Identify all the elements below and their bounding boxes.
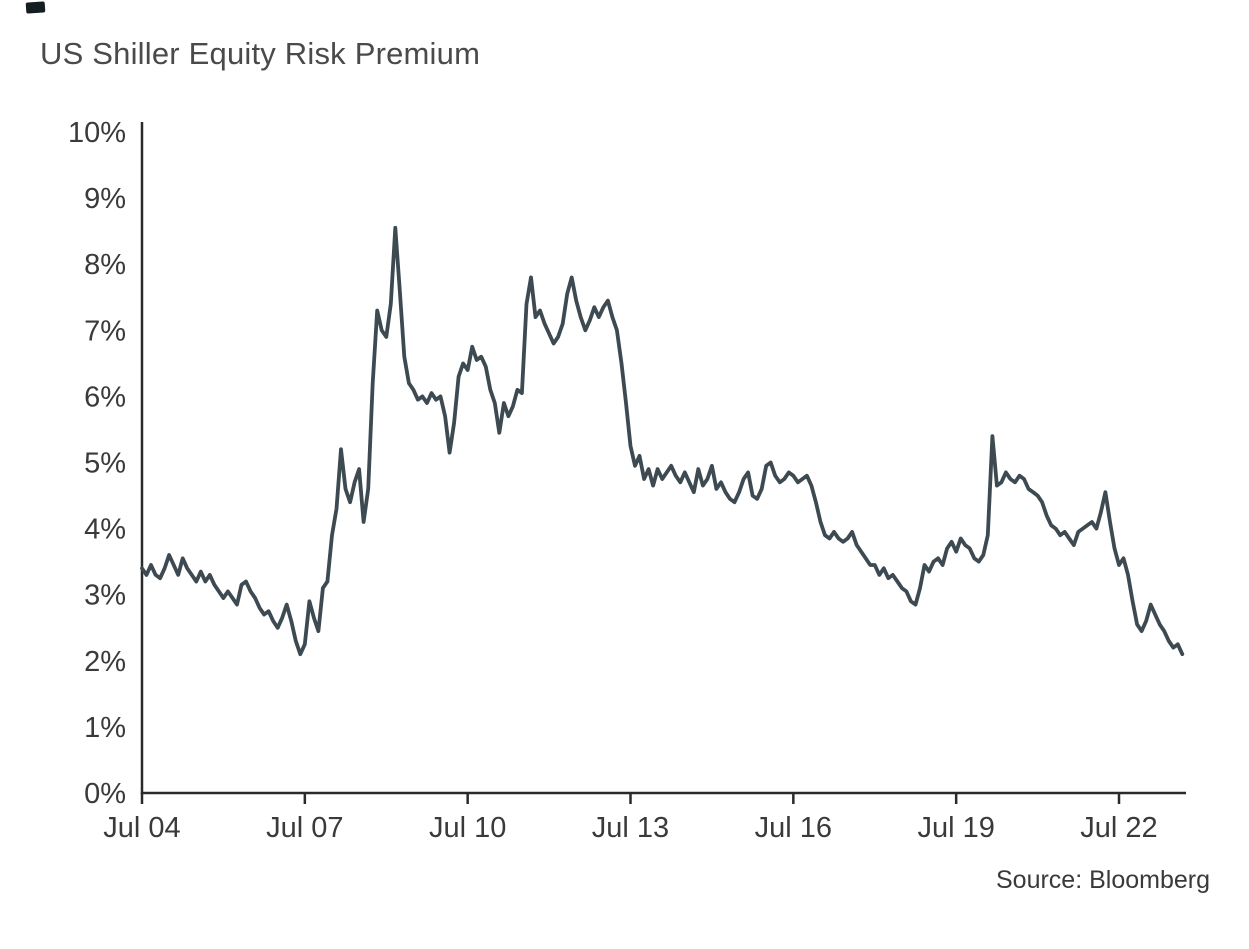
svg-text:Jul 04: Jul 04 — [103, 812, 180, 844]
svg-text:8%: 8% — [84, 249, 126, 281]
svg-text:3%: 3% — [84, 580, 126, 612]
svg-text:Jul 16: Jul 16 — [755, 812, 832, 844]
svg-text:2%: 2% — [84, 646, 126, 678]
svg-text:Jul 22: Jul 22 — [1080, 812, 1157, 844]
svg-text:0%: 0% — [84, 778, 126, 810]
svg-text:10%: 10% — [68, 117, 126, 149]
chart-title: US Shiller Equity Risk Premium — [40, 36, 481, 71]
svg-text:4%: 4% — [84, 514, 126, 546]
svg-text:Jul 13: Jul 13 — [592, 812, 669, 844]
svg-text:Jul 07: Jul 07 — [266, 812, 343, 844]
source-label: Source: Bloomberg — [995, 866, 1210, 894]
svg-text:5%: 5% — [84, 448, 126, 480]
svg-text:Jul 10: Jul 10 — [429, 812, 506, 844]
svg-text:1%: 1% — [84, 712, 126, 744]
svg-text:9%: 9% — [84, 183, 126, 215]
svg-text:Jul 19: Jul 19 — [917, 812, 994, 844]
svg-text:6%: 6% — [84, 381, 126, 413]
svg-text:7%: 7% — [84, 315, 126, 347]
